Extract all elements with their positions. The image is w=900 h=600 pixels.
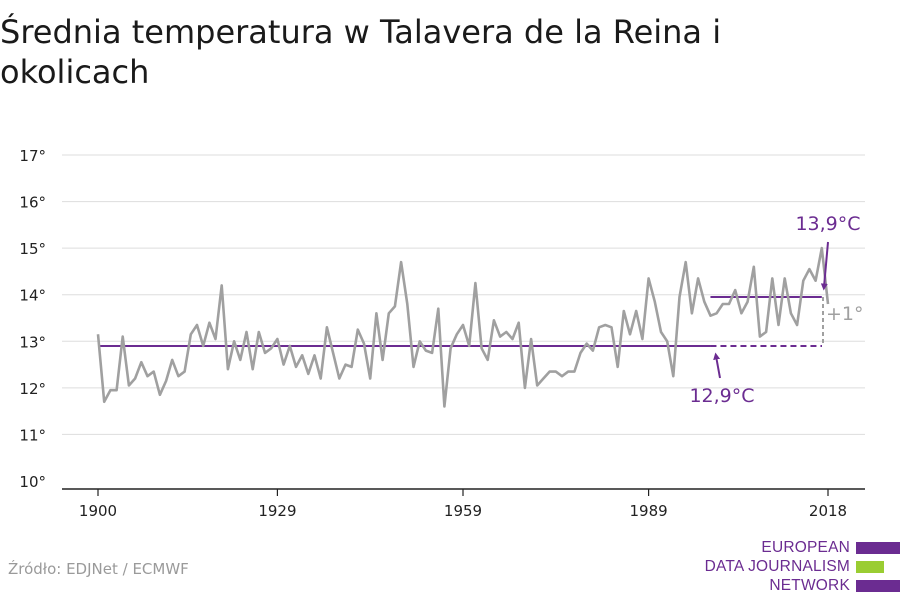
logo-line-2: DATA JOURNALISM — [704, 558, 850, 575]
logo-text: EUROPEAN DATA JOURNALISM NETWORK — [705, 538, 850, 595]
x-tick-label-1959: 1959 — [444, 502, 482, 520]
y-tick-label-14: 14° — [19, 287, 46, 305]
x-tick-label-1929: 1929 — [258, 502, 296, 520]
grid-lines — [62, 154, 865, 435]
x-tick-label-1900: 1900 — [79, 502, 117, 520]
y-tick-label-13: 13° — [19, 333, 46, 351]
annotations: 13,9°C 12,9°C +1° — [689, 213, 863, 407]
source-note: Źródło: EDJNet / ECMWF — [8, 560, 189, 578]
y-tick-label-17: 17° — [19, 147, 46, 165]
y-tick-label-11: 11° — [19, 426, 46, 444]
logo-line-3: NETWORK — [769, 577, 850, 594]
annotation-label-12-9: 12,9°C — [689, 385, 754, 407]
y-axis: 10° 11° 12° 13° 14° 15° 16° 17° — [19, 147, 46, 491]
x-axis: 1900 1929 1959 1989 2018 — [62, 488, 865, 520]
logo-bar-3 — [856, 580, 900, 592]
y-tick-label-15: 15° — [19, 240, 46, 258]
annotation-label-13-9: 13,9°C — [795, 213, 860, 235]
logo-bar-2 — [856, 561, 900, 573]
reference-lines — [98, 296, 824, 347]
y-tick-label-10: 10° — [19, 473, 46, 491]
chart-title: Średnia temperatura w Talavera de la Rei… — [0, 13, 722, 91]
edjnet-logo: EUROPEAN DATA JOURNALISM NETWORK — [700, 538, 900, 596]
annotation-arrow-13-9 — [820, 241, 829, 291]
y-tick-label-12: 12° — [19, 380, 46, 398]
difference-label: +1° — [826, 303, 864, 325]
logo-line-1: EUROPEAN — [761, 539, 850, 556]
y-tick-label-16: 16° — [19, 194, 46, 212]
annotation-arrow-12-9 — [713, 352, 721, 379]
x-tick-label-1989: 1989 — [629, 502, 667, 520]
x-tick-label-2018: 2018 — [809, 502, 847, 520]
temperature-series-line — [96, 246, 830, 408]
logo-bar-1 — [856, 542, 900, 554]
